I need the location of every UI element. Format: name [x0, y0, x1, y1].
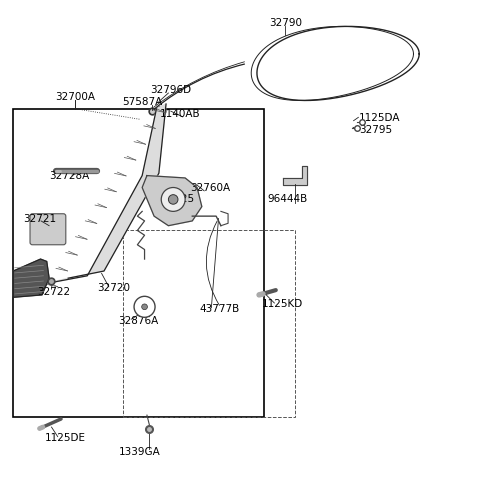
Polygon shape — [13, 259, 49, 297]
Text: 32876A: 32876A — [118, 316, 158, 326]
FancyBboxPatch shape — [30, 214, 66, 245]
Text: 32790: 32790 — [269, 18, 302, 28]
Text: 43777B: 43777B — [199, 304, 240, 314]
Text: 32728A: 32728A — [49, 170, 89, 180]
Polygon shape — [49, 104, 166, 283]
Text: 1125DA: 1125DA — [360, 113, 401, 123]
Text: 1125DE: 1125DE — [44, 433, 85, 443]
Circle shape — [161, 188, 185, 211]
Polygon shape — [283, 166, 307, 185]
Text: 32722: 32722 — [37, 288, 70, 298]
Bar — [13, 109, 264, 417]
Text: 1339GA: 1339GA — [119, 447, 161, 457]
Bar — [123, 230, 295, 417]
Text: 57587A: 57587A — [122, 96, 162, 107]
Text: 32796D: 32796D — [150, 84, 192, 95]
Text: 32721: 32721 — [23, 214, 56, 224]
Circle shape — [134, 296, 155, 317]
Text: 32725: 32725 — [161, 194, 194, 204]
Text: 32795: 32795 — [360, 125, 393, 135]
Circle shape — [168, 195, 178, 204]
Text: 32760A: 32760A — [190, 182, 230, 192]
Text: 96444B: 96444B — [267, 194, 308, 204]
Text: 32700A: 32700A — [55, 92, 96, 102]
Text: 32720: 32720 — [97, 283, 130, 293]
Circle shape — [142, 304, 147, 310]
Text: 1125KD: 1125KD — [262, 300, 303, 310]
Circle shape — [156, 107, 166, 116]
Text: 1140AB: 1140AB — [160, 108, 201, 119]
Polygon shape — [142, 176, 202, 226]
